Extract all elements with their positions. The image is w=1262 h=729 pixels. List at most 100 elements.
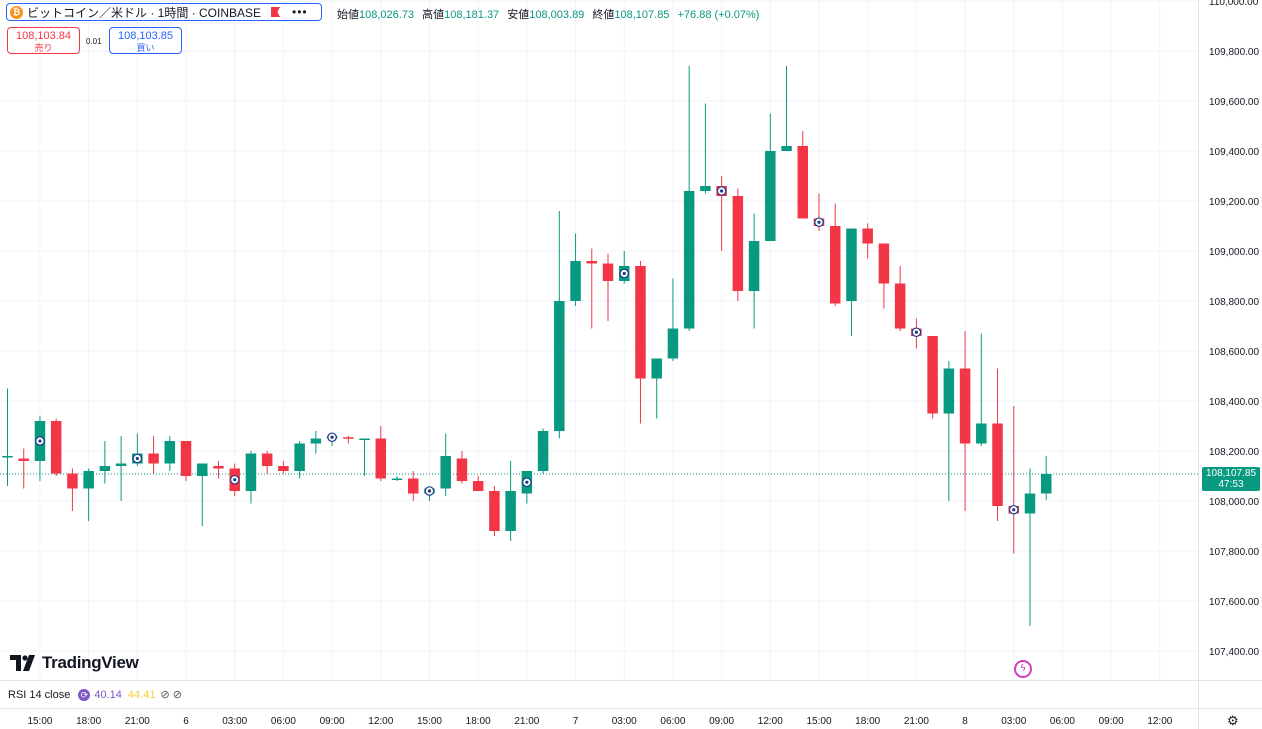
last-price-tag: 108,107.85 47:53 bbox=[1202, 467, 1260, 491]
candle-body bbox=[164, 441, 176, 464]
x-tick-label: 06:00 bbox=[271, 716, 296, 727]
candle-body bbox=[67, 473, 78, 489]
candle-body bbox=[846, 228, 857, 301]
event-marker-dot bbox=[720, 189, 724, 193]
high-label: 高値 bbox=[422, 9, 445, 21]
candle-body bbox=[456, 458, 468, 481]
x-tick-label: 03:00 bbox=[1001, 716, 1026, 727]
candle-body bbox=[959, 368, 971, 444]
candle-body bbox=[115, 463, 127, 466]
candle-body bbox=[359, 438, 370, 440]
candle-body bbox=[18, 458, 29, 461]
symbol-header[interactable]: ₿ ビットコイン／米ドル · 1時間 · COINBASE ••• bbox=[6, 3, 322, 21]
x-tick-label: 12:00 bbox=[1147, 716, 1172, 727]
candle-body bbox=[651, 358, 662, 379]
candle-body bbox=[99, 466, 111, 471]
x-tick-label: 21:00 bbox=[125, 716, 150, 727]
candle-body bbox=[927, 336, 938, 414]
x-tick-label: 06:00 bbox=[1050, 716, 1075, 727]
time-axis[interactable]: 15:00 18:00 21:00 6 03:00 06:00 09:00 12:00 15:0… bbox=[0, 680, 1262, 728]
candle-body bbox=[408, 478, 419, 494]
candle-body bbox=[261, 453, 273, 466]
ohlc-readout: 始値108,026.73 高値108,181.37 安値108,003.89 終… bbox=[337, 6, 764, 22]
buy-button[interactable]: 108,103.85 買い bbox=[109, 27, 182, 54]
rsi-ma-value: 44.41 bbox=[127, 688, 156, 701]
y-tick-label: 109,800.00 bbox=[1209, 47, 1259, 58]
y-tick-label: 107,400.00 bbox=[1209, 647, 1259, 658]
candle-body bbox=[245, 453, 257, 491]
gear-icon[interactable]: ⚙ bbox=[1227, 713, 1239, 728]
candle-body bbox=[748, 241, 760, 291]
refresh-icon[interactable]: ⟳ bbox=[78, 688, 91, 701]
event-marker-dot bbox=[135, 456, 139, 461]
candle-body bbox=[310, 438, 322, 444]
candle-body bbox=[781, 146, 792, 151]
tradingview-logo[interactable]: TradingView bbox=[10, 653, 139, 673]
candle-body bbox=[700, 186, 711, 191]
candle-body bbox=[992, 423, 1003, 506]
candle-body bbox=[797, 146, 809, 219]
rsi-legend[interactable]: RSI 14 close ⟳ 40.14 44.41 ⊘ ⊘ bbox=[8, 688, 182, 701]
x-tick-label: 12:00 bbox=[758, 716, 783, 727]
low-value: 108,003.89 bbox=[529, 9, 585, 21]
sell-label: 売り bbox=[34, 43, 53, 53]
y-tick-label: 108,600.00 bbox=[1209, 347, 1259, 358]
y-tick-label: 108,800.00 bbox=[1209, 297, 1259, 308]
buy-price: 108,103.85 bbox=[117, 30, 174, 42]
rsi-value: 40.14 bbox=[94, 688, 122, 701]
buy-label: 買い bbox=[136, 43, 155, 53]
x-tick-label: 21:00 bbox=[904, 716, 929, 727]
candle-body bbox=[537, 431, 549, 471]
y-tick-label: 110,000.00 bbox=[1209, 0, 1259, 8]
candle-body bbox=[878, 243, 890, 284]
candle-body bbox=[505, 491, 516, 531]
event-marker-dot bbox=[233, 478, 237, 482]
x-tick-label: 21:00 bbox=[514, 716, 539, 727]
x-tick-label: 03:00 bbox=[612, 716, 637, 727]
y-tick-label: 109,200.00 bbox=[1209, 197, 1259, 208]
flag-icon[interactable] bbox=[271, 7, 281, 17]
candle-body bbox=[554, 301, 565, 431]
candle-body bbox=[294, 443, 305, 471]
candle-body bbox=[667, 328, 679, 359]
x-tick-label: 06:00 bbox=[660, 716, 685, 727]
sell-price: 108,103.84 bbox=[15, 30, 72, 42]
candle-body bbox=[732, 196, 744, 291]
candle-body bbox=[976, 423, 987, 444]
close-label: 終値 bbox=[592, 9, 615, 21]
y-tick-label: 107,800.00 bbox=[1209, 547, 1259, 558]
candle-body bbox=[586, 261, 598, 264]
candle-body bbox=[489, 491, 500, 531]
candle-body bbox=[635, 266, 646, 379]
x-tick-label: 15:00 bbox=[806, 716, 831, 727]
y-tick-label: 107,600.00 bbox=[1209, 597, 1259, 608]
close-value: 108,107.85 bbox=[614, 9, 670, 21]
sell-button[interactable]: 108,103.84 売り bbox=[7, 27, 80, 54]
candle-body bbox=[148, 453, 159, 464]
x-tick-label: 7 bbox=[573, 716, 579, 727]
candle-body bbox=[683, 191, 695, 329]
open-label: 始値 bbox=[337, 9, 359, 21]
x-tick-label: 18:00 bbox=[855, 716, 880, 727]
candle-body bbox=[197, 463, 208, 476]
price-axis[interactable]: 107,400.00 107,600.00 107,800.00 108,000.00… bbox=[1198, 0, 1260, 729]
lightning-icon[interactable]: ϟ bbox=[1014, 660, 1032, 678]
event-marker-dot bbox=[622, 271, 626, 276]
candle-body bbox=[862, 228, 873, 244]
candle-body bbox=[278, 466, 289, 471]
candle-body bbox=[83, 471, 94, 489]
x-tick-label: 09:00 bbox=[709, 716, 734, 727]
candle-body bbox=[180, 441, 192, 476]
more-options-icon[interactable]: ••• bbox=[292, 5, 308, 19]
candlestick-series[interactable] bbox=[2, 66, 1052, 626]
rsi-label: RSI 14 close bbox=[8, 688, 71, 701]
candle-body bbox=[2, 456, 13, 458]
y-tick-label: 109,400.00 bbox=[1209, 147, 1259, 158]
candle-body bbox=[50, 421, 62, 474]
rsi-status-icons: ⊘ ⊘ bbox=[160, 689, 182, 701]
event-marker-dot bbox=[525, 480, 529, 484]
tradingview-icon bbox=[10, 655, 35, 671]
bar-countdown: 47:53 bbox=[1218, 479, 1244, 490]
candle-body bbox=[375, 438, 387, 479]
